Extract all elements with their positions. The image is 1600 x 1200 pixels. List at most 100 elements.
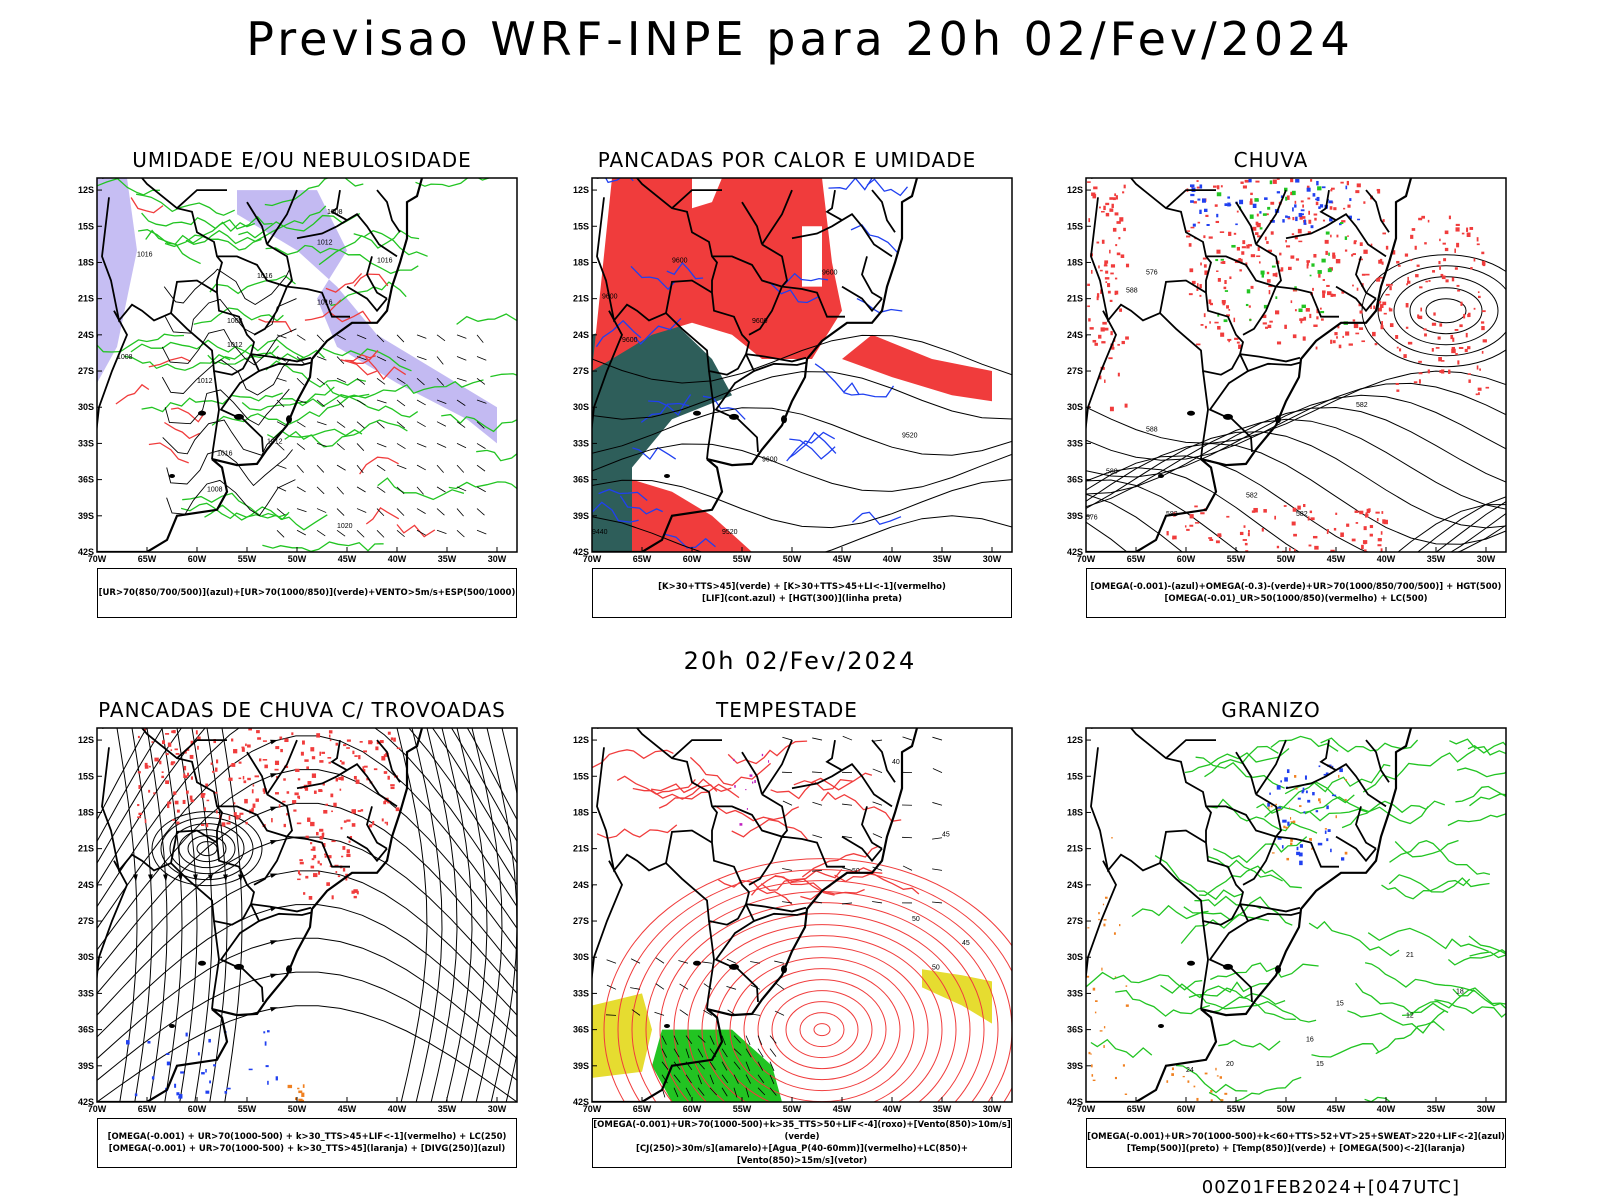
precip-cell: [305, 835, 309, 840]
precip-cell: [1245, 550, 1249, 552]
country-border: [1091, 178, 1212, 293]
contour-line: [1175, 1064, 1248, 1094]
wind-vector: [685, 1074, 692, 1084]
precip-cell: [1308, 544, 1312, 547]
contour-line: [789, 438, 836, 460]
precip-cell: [1368, 508, 1371, 512]
precip-cell: [1199, 209, 1202, 215]
streamline-arrow: [270, 1007, 278, 1012]
precip-cell: [1324, 828, 1327, 830]
precip-cell: [319, 828, 324, 832]
contour-line: [1188, 987, 1286, 1005]
precip-cell: [1114, 1076, 1117, 1080]
contour-line: [97, 728, 517, 886]
precip-cell: [1330, 234, 1332, 238]
precip-cell: [1290, 300, 1293, 304]
contour-line: [329, 310, 372, 324]
lake: [1275, 415, 1281, 424]
precip-cell: [1327, 291, 1332, 296]
lat-tick-label: 39S: [1067, 1061, 1083, 1071]
contour-line: [1206, 798, 1318, 834]
precip-cell: [305, 875, 309, 879]
wind-vector: [902, 865, 913, 871]
precip-cell: [1382, 301, 1387, 306]
precip-cell: [1215, 258, 1219, 262]
precip-cell: [302, 1084, 305, 1088]
contour-label: 1016: [217, 450, 233, 457]
wind-vector: [769, 1061, 775, 1072]
precip-cell: [1309, 837, 1312, 841]
wind-vector: [356, 529, 365, 538]
contour-label: 1016: [377, 257, 393, 264]
lat-tick-label: 27S: [1067, 916, 1083, 926]
precip-cell: [1193, 201, 1197, 204]
lon-tick-label: 40W: [883, 1104, 902, 1114]
wind-vector: [356, 421, 365, 429]
precip-cell: [1478, 392, 1480, 396]
precip-cell: [1189, 268, 1194, 273]
contour-line: [788, 431, 837, 459]
streamline-arrow: [148, 874, 153, 882]
contour-line: [396, 728, 428, 1102]
precip-cell: [302, 1099, 305, 1102]
lake: [1187, 410, 1195, 416]
precip-cell: [1200, 512, 1205, 515]
lat-tick-label: 12S: [1067, 735, 1083, 745]
lake: [234, 413, 244, 420]
country-border: [1247, 361, 1301, 372]
precip-cell: [1285, 239, 1287, 243]
precip-cell: [1359, 310, 1363, 314]
precip-cell: [1441, 369, 1445, 374]
country-border: [592, 310, 623, 434]
precip-cell: [1307, 197, 1311, 200]
streamline-arrow: [270, 739, 278, 745]
wind-vector: [456, 377, 467, 382]
heat-instability-green: [592, 310, 732, 552]
precip-cell: [1086, 975, 1090, 978]
precip-cell: [1220, 258, 1224, 261]
country-border: [871, 189, 896, 233]
precip-cell: [381, 756, 386, 761]
precip-cell: [1236, 210, 1239, 213]
precip-cell: [228, 777, 233, 781]
contour-line: [161, 358, 291, 396]
precip-cell: [1189, 514, 1194, 519]
streamline-arrow: [270, 873, 278, 879]
map-frame: [591, 177, 1013, 553]
precip-cell: [1298, 308, 1303, 313]
precip-cell: [1330, 189, 1333, 192]
precip-cell: [1216, 192, 1222, 197]
precip-cell: [148, 765, 151, 768]
precip-cell: [1363, 201, 1366, 204]
precip-cell: [1353, 240, 1357, 243]
precip-cell: [1326, 530, 1329, 535]
country-border: [296, 213, 398, 258]
wind-vector: [376, 399, 387, 404]
precip-cell: [1420, 307, 1423, 312]
wind-vector: [476, 377, 486, 385]
precip-cell: [293, 809, 297, 812]
contour-line: [411, 728, 443, 1102]
precip-cell: [1261, 274, 1265, 278]
map-panel-trovoadas: 70W 65W 60W 55W 50W 45W 40W 35W 30W12S15S18S21S2…: [78, 727, 518, 1114]
precip-cell: [1125, 263, 1130, 268]
country-border: [170, 279, 252, 376]
legend-trovoadas: [OMEGA(-0.001) + UR>70(1000-500) + k>30_…: [97, 1118, 517, 1168]
country-border: [246, 751, 268, 795]
precip-cell: [215, 767, 218, 772]
precip-cell: [147, 1040, 151, 1044]
precip-cell: [1331, 794, 1337, 797]
precip-cell: [1326, 838, 1329, 842]
precip-cell: [1256, 222, 1261, 228]
precip-cell: [190, 776, 194, 780]
precip-cell: [340, 827, 343, 830]
precip-cell: [1418, 372, 1423, 375]
precip-cell: [1370, 305, 1372, 310]
precip-cell: [1226, 515, 1230, 518]
precip-cell: [393, 737, 396, 742]
precip-cell: [390, 784, 395, 787]
precip-cell: [1326, 805, 1329, 810]
precip-cell: [1365, 273, 1370, 276]
wind-vector: [316, 356, 327, 361]
contour-line: [1086, 406, 1506, 495]
